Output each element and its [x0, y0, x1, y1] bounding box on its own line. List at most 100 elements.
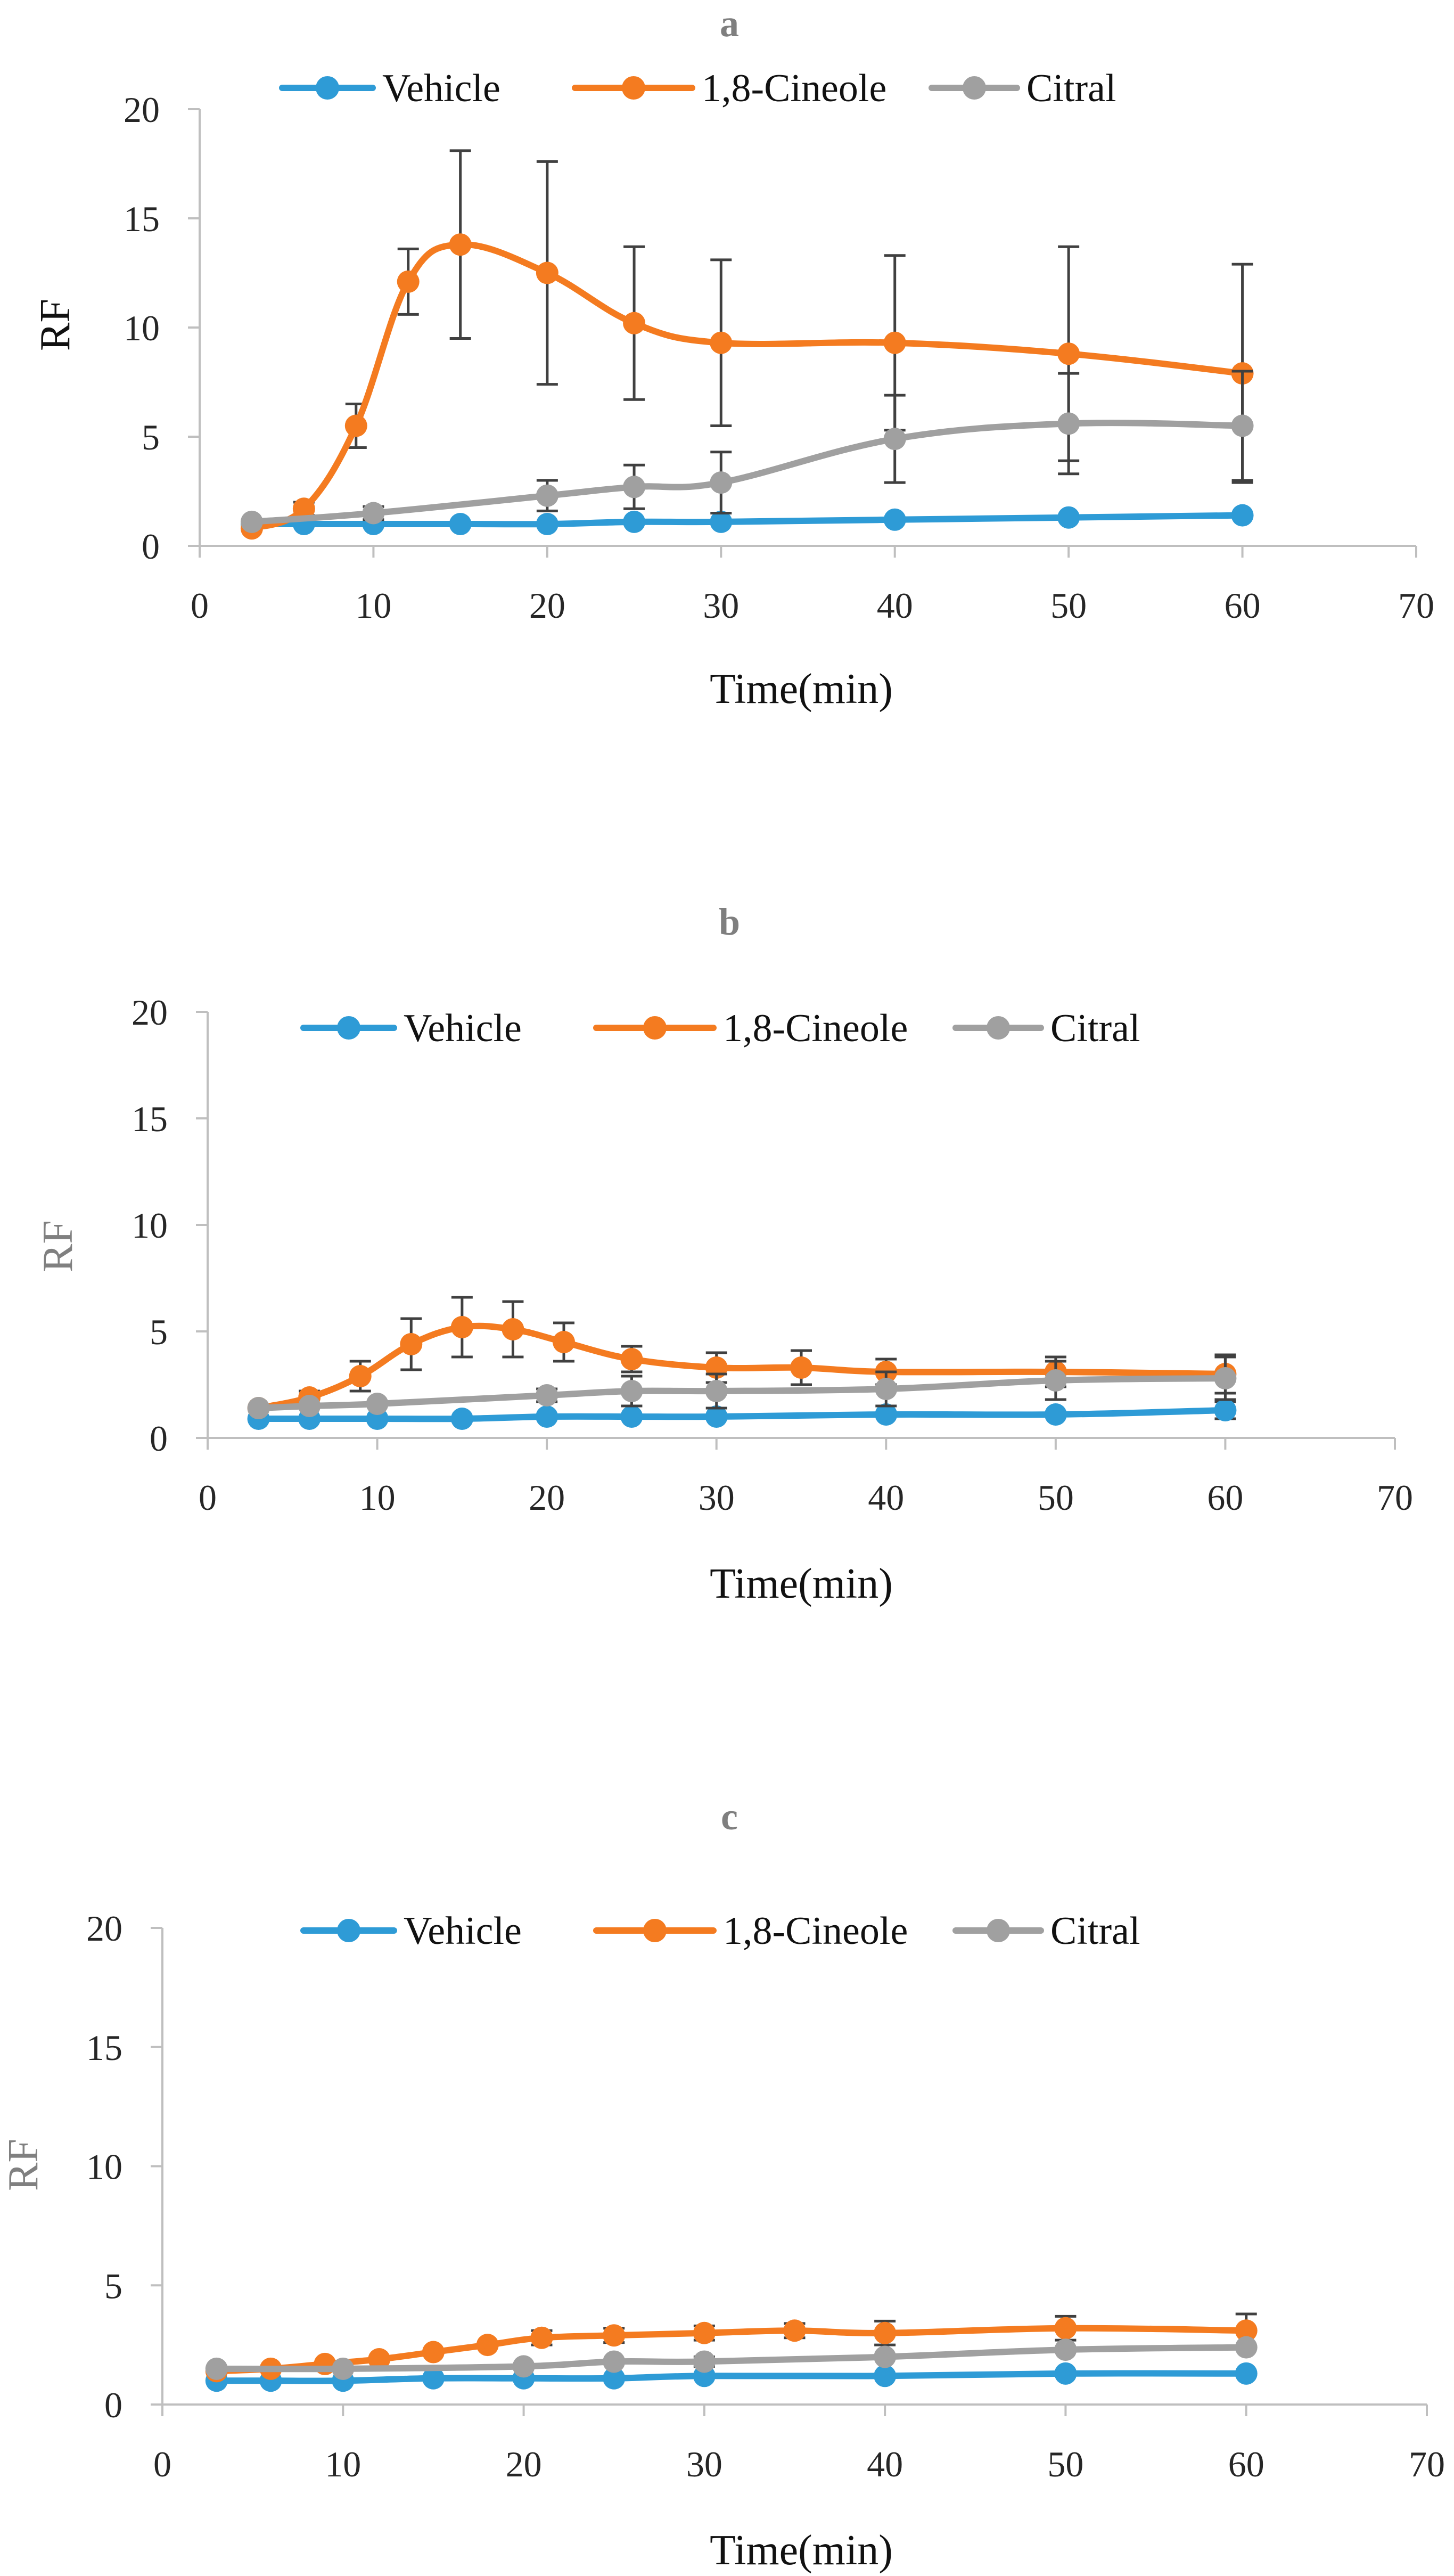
- legend-item-Vehicle: Vehicle: [279, 67, 500, 110]
- data-point: [783, 2319, 806, 2342]
- x-tick-label: 30: [699, 1477, 735, 1518]
- data-point: [292, 497, 315, 520]
- x-tick-label: 70: [1398, 585, 1434, 626]
- chart-title: c: [721, 1795, 738, 1838]
- data-point: [449, 513, 472, 535]
- series-Citral: [205, 2336, 1258, 2380]
- data-point: [875, 1403, 898, 1426]
- data-point: [422, 2367, 445, 2390]
- series-line: [248, 420, 1246, 525]
- data-point: [1235, 2336, 1258, 2359]
- data-point: [1054, 2317, 1077, 2340]
- chart-panel-c: c 0 5 10 15 20 0 10 20 30 40 50 60 70 Time(min) RF Vehic…: [0, 1795, 1445, 2574]
- legend-item-Citral: Citral: [952, 1909, 1140, 1953]
- data-point: [603, 2350, 626, 2373]
- y-axis-label: RF: [0, 2139, 47, 2191]
- data-point: [693, 2350, 716, 2373]
- data-point: [512, 2355, 535, 2378]
- data-point: [623, 476, 646, 498]
- data-point: [536, 513, 558, 535]
- legend-label: Citral: [1050, 1007, 1140, 1050]
- data-point: [883, 331, 906, 354]
- chart-panel-a: a 0 5 10 15 20 0 10 20 30 40 50 60 70 Time(min) RF Vehic…: [32, 2, 1434, 713]
- x-tick-label: 40: [868, 1477, 904, 1518]
- y-tick-label: 5: [150, 1312, 168, 1352]
- series-1,8-Cineole: [247, 1296, 1237, 1419]
- series-Citral: [247, 1355, 1237, 1419]
- data-point: [368, 2348, 391, 2370]
- data-point: [1235, 2319, 1258, 2342]
- data-point: [298, 1395, 321, 1417]
- data-point: [1057, 506, 1080, 529]
- y-axis-label: RF: [32, 299, 79, 351]
- legend-item-1,8-Cineole: 1,8-Cineole: [593, 1007, 908, 1050]
- x-tick-label: 50: [1047, 2444, 1083, 2484]
- x-tick-label: 10: [355, 585, 391, 626]
- legend-item-1,8-Cineole: 1,8-Cineole: [593, 1909, 908, 1953]
- data-point: [240, 510, 263, 533]
- legend-item-Vehicle: Vehicle: [300, 1007, 522, 1050]
- legend-label: Vehicle: [382, 67, 500, 110]
- data-point: [1044, 1369, 1067, 1392]
- data-point: [502, 1318, 524, 1340]
- x-tick-label: 10: [325, 2444, 361, 2484]
- data-point: [247, 1397, 270, 1419]
- legend-marker: [622, 76, 645, 100]
- data-point: [536, 484, 558, 507]
- series-line: [255, 1375, 1229, 1411]
- legend-label: Citral: [1050, 1909, 1140, 1953]
- y-tick-label: 5: [104, 2266, 122, 2306]
- x-tick-label: 30: [703, 585, 739, 626]
- chart-title: b: [719, 901, 740, 943]
- data-point: [1231, 504, 1254, 527]
- legend-label: Citral: [1026, 67, 1116, 110]
- data-point: [450, 1316, 473, 1338]
- chart-title: a: [720, 2, 739, 45]
- legend-item-Citral: Citral: [952, 1007, 1140, 1050]
- data-point: [397, 270, 420, 293]
- data-point: [710, 510, 733, 533]
- y-tick-label: 0: [104, 2385, 122, 2425]
- y-tick-label: 10: [86, 2147, 122, 2187]
- x-axis-label: Time(min): [710, 1560, 893, 1607]
- data-point: [710, 471, 733, 494]
- x-tick-label: 40: [867, 2444, 903, 2484]
- data-point: [705, 1405, 728, 1428]
- x-tick-label: 0: [199, 1477, 217, 1518]
- x-tick-label: 30: [686, 2444, 722, 2484]
- data-point: [620, 1348, 643, 1370]
- legend-marker: [963, 76, 986, 100]
- legend-label: 1,8-Cineole: [723, 1909, 908, 1953]
- x-tick-label: 60: [1225, 585, 1261, 626]
- x-axis-label: Time(min): [710, 2527, 893, 2574]
- legend-marker: [643, 1016, 667, 1040]
- y-tick-label: 20: [86, 1908, 122, 1949]
- data-point: [623, 510, 646, 533]
- data-point: [603, 2324, 626, 2347]
- y-tick-label: 5: [142, 417, 160, 457]
- data-point: [1054, 2338, 1077, 2361]
- x-tick-label: 70: [1377, 1477, 1413, 1518]
- data-point: [205, 2357, 228, 2380]
- chart-panel-b: b 0 5 10 15 20 0 10 20 30 40 50 60 70 Time(min) RF Vehic…: [35, 901, 1413, 1607]
- data-point: [553, 1331, 575, 1353]
- x-tick-label: 60: [1228, 2444, 1264, 2484]
- series-1,8-Cineole: [240, 149, 1254, 540]
- y-tick-label: 0: [142, 526, 160, 567]
- data-point: [536, 1384, 558, 1406]
- data-point: [1057, 342, 1080, 365]
- y-tick-label: 15: [124, 199, 160, 239]
- series-line: [255, 1407, 1229, 1422]
- data-point: [705, 1380, 728, 1402]
- series-Citral: [240, 370, 1254, 533]
- x-axis-label: Time(min): [710, 666, 893, 713]
- legend-label: Vehicle: [404, 1007, 522, 1050]
- data-point: [332, 2357, 355, 2380]
- series-line: [248, 512, 1246, 528]
- data-point: [536, 261, 558, 284]
- data-point: [349, 1365, 372, 1387]
- data-point: [450, 1408, 473, 1430]
- legend-label: Vehicle: [404, 1909, 522, 1953]
- legend-marker: [316, 76, 339, 100]
